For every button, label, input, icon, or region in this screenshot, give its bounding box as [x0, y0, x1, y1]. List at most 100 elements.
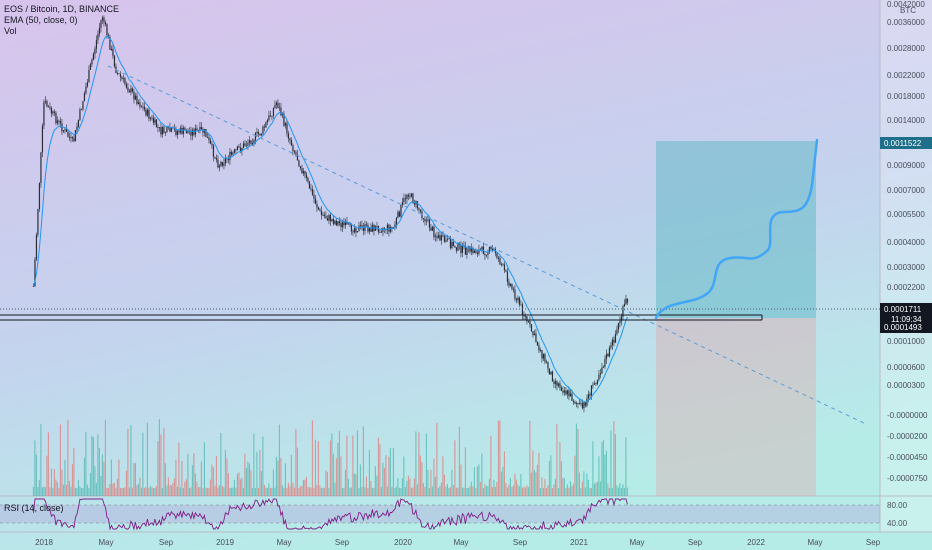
volume-bar	[553, 484, 555, 496]
candle-body	[131, 88, 134, 92]
candle-body	[536, 341, 539, 346]
volume-bar	[514, 473, 516, 496]
volume-bar	[515, 479, 517, 496]
rsi-axis-ticks[interactable]: 80.00 40.00	[887, 501, 908, 528]
candle-body	[625, 298, 627, 304]
candle-body	[598, 374, 600, 380]
volume-bar	[530, 472, 532, 496]
candle-body	[464, 246, 467, 255]
price-tick-label: 0.0022000	[887, 71, 925, 80]
candle-body	[265, 122, 267, 128]
volume-bar	[421, 462, 423, 496]
candle-body	[250, 140, 252, 145]
volume-bar	[413, 478, 415, 496]
candle-body	[607, 354, 609, 357]
candle-body	[343, 222, 345, 226]
volume-bar	[220, 433, 222, 496]
volume-bar	[83, 457, 85, 496]
volume-bar	[44, 487, 46, 496]
candle-body	[292, 145, 294, 152]
volume-bar	[256, 451, 258, 496]
volume-bar	[574, 455, 576, 496]
volume-bar	[37, 487, 39, 496]
candle-body	[520, 304, 522, 306]
candle-body	[389, 227, 392, 232]
price-tick-label: 0.0002200	[887, 283, 925, 292]
price-axis-ticks[interactable]: 0.0042000 0.0036000 0.0028000 0.0022000 0.00…	[887, 0, 928, 483]
time-axis-ticks[interactable]: 2018 May Sep 2019 May Sep 2020 May Sep 2021 May Sep…	[35, 538, 881, 547]
candle-body	[305, 174, 308, 178]
candle-body	[32, 286, 35, 288]
time-tick-label: Sep	[335, 538, 350, 547]
candle-body	[505, 270, 507, 272]
volume-bar	[317, 441, 319, 496]
candle-body	[214, 156, 216, 159]
volume-bar	[226, 458, 228, 496]
volume-bar	[62, 484, 64, 496]
volume-bar	[556, 424, 558, 496]
volume-bar	[604, 454, 606, 496]
volume-bar	[532, 450, 534, 496]
candle-body	[160, 127, 162, 135]
profit-zone[interactable]	[656, 141, 816, 318]
volume-bar	[188, 487, 190, 496]
candle-body	[614, 334, 617, 343]
volume-bar	[263, 484, 265, 496]
candle-body	[218, 165, 221, 168]
candle-body	[50, 108, 53, 114]
stop-flag[interactable]: 0.0001493	[880, 322, 932, 333]
candle-body	[569, 393, 572, 397]
volume-bar	[482, 487, 484, 496]
volume-bar	[608, 487, 610, 496]
candle-body	[302, 171, 305, 174]
candle-body	[476, 252, 479, 254]
time-tick-label: May	[629, 538, 644, 547]
volume-bar	[436, 422, 438, 496]
candle-body	[328, 215, 330, 221]
candle-body	[80, 109, 83, 111]
volume-bar	[457, 487, 459, 496]
candle-body	[109, 37, 111, 50]
volume-bar	[76, 487, 78, 496]
volume-bar	[140, 487, 142, 496]
candle-body	[560, 387, 563, 391]
volume-bar	[313, 487, 315, 496]
volume-bar	[50, 468, 52, 496]
candle-body	[367, 224, 369, 232]
candle-body	[400, 205, 402, 217]
volume-bar	[223, 487, 225, 496]
last-price-flag[interactable]: 0.0001711 11:09:34	[880, 303, 932, 325]
volume-bar	[619, 483, 621, 496]
volume-bar	[221, 485, 223, 496]
volume-bar	[307, 486, 309, 496]
volume-bar	[112, 483, 114, 496]
candle-body	[88, 69, 90, 83]
candle-body	[217, 159, 219, 168]
candle-body	[259, 134, 261, 136]
candle-body	[82, 101, 84, 110]
target-flag[interactable]: 0.0011522	[880, 137, 932, 149]
volume-bar	[166, 485, 168, 496]
volume-bar	[572, 483, 574, 496]
candle-body	[575, 403, 578, 404]
candle-body	[256, 131, 258, 133]
projection-path[interactable]	[654, 138, 819, 320]
candle-body	[182, 127, 185, 134]
loss-zone[interactable]	[656, 318, 816, 496]
volume-bar	[488, 478, 490, 496]
candle-body	[340, 223, 342, 228]
volume-bar	[334, 482, 336, 496]
candle-body	[589, 394, 591, 396]
volume-bar	[101, 454, 103, 496]
volume-bar	[412, 487, 414, 496]
volume-bar	[512, 485, 514, 496]
candle-body	[239, 147, 242, 152]
countdown-label: 11:09:34	[891, 315, 922, 324]
candle-body	[419, 209, 422, 212]
volume-bar	[97, 434, 99, 496]
trendline[interactable]	[107, 65, 867, 425]
volume-bar	[502, 467, 504, 496]
candle-body	[134, 95, 137, 100]
volume-bar	[68, 480, 70, 496]
